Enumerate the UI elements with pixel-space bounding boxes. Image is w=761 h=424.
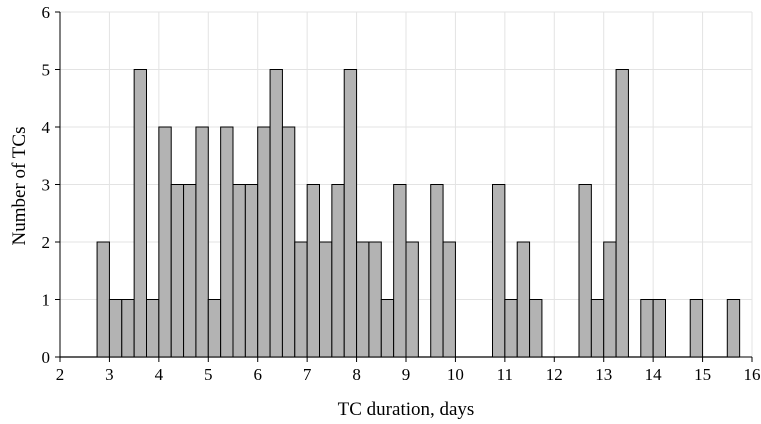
histogram-bar <box>578 184 592 358</box>
histogram-bars <box>96 69 741 358</box>
histogram-bar <box>516 241 531 358</box>
histogram-bar <box>689 299 704 358</box>
histogram-bar <box>257 126 271 358</box>
x-axis-title: TC duration, days <box>338 399 475 420</box>
histogram-bar <box>368 241 382 358</box>
histogram-bar <box>195 126 209 358</box>
y-tick-label: 5 <box>42 61 51 80</box>
x-tick-label: 9 <box>402 365 411 384</box>
x-tick-label: 3 <box>105 365 114 384</box>
x-tick-label: 13 <box>595 365 612 384</box>
x-tick-labels: 2 3 4 5 6 7 8 9 10 11 12 13 14 15 16 <box>56 365 761 384</box>
histogram-bar <box>504 299 518 358</box>
y-tick-label: 2 <box>42 233 51 252</box>
y-tick-label: 6 <box>42 3 51 22</box>
histogram-bar <box>146 299 160 358</box>
histogram-bar <box>603 241 617 358</box>
histogram-bar <box>430 184 444 358</box>
x-tick-label: 12 <box>546 365 563 384</box>
histogram-bar <box>294 241 308 358</box>
histogram-bar <box>158 126 172 358</box>
x-tick-label: 16 <box>744 365 761 384</box>
histogram-bar <box>640 299 654 358</box>
histogram-bar <box>319 241 333 358</box>
x-tick-label: 6 <box>253 365 262 384</box>
y-tick-label: 4 <box>42 118 51 137</box>
histogram-bar <box>220 126 234 358</box>
histogram-bar <box>405 241 419 358</box>
histogram-bar <box>356 241 370 358</box>
histogram-bar <box>442 241 456 358</box>
x-tick-label: 2 <box>56 365 65 384</box>
x-tick-label: 8 <box>352 365 361 384</box>
x-tick-label: 11 <box>497 365 513 384</box>
histogram-bar <box>343 69 358 358</box>
histogram-bar <box>96 241 110 358</box>
histogram-bar <box>121 299 135 358</box>
x-tick-label: 15 <box>694 365 711 384</box>
y-tick-label: 0 <box>42 348 51 367</box>
y-tick-labels: 0 1 2 3 4 5 6 <box>42 3 51 367</box>
histogram-bar <box>615 69 629 358</box>
histogram-bar <box>170 184 185 358</box>
axes <box>55 11 753 362</box>
x-tick-label: 14 <box>645 365 663 384</box>
histogram-bar <box>529 299 543 358</box>
histogram-bar <box>331 184 345 358</box>
x-tick-label: 10 <box>447 365 464 384</box>
histogram-bar <box>306 184 320 358</box>
histogram-bar <box>269 69 283 358</box>
histogram-bar <box>590 299 605 358</box>
histogram-bar <box>726 299 741 358</box>
y-axis-title: Number of TCs <box>9 127 30 246</box>
histogram-bar <box>133 69 147 358</box>
histogram-bar <box>393 184 407 358</box>
histogram-bar <box>281 126 296 358</box>
histogram-bar <box>244 184 259 358</box>
histogram-bar <box>492 184 506 358</box>
histogram-bar <box>232 184 246 358</box>
x-tick-label: 4 <box>155 365 164 384</box>
y-tick-label: 3 <box>42 176 51 195</box>
histogram-bar <box>380 299 395 358</box>
x-tick-label: 5 <box>204 365 213 384</box>
histogram-bar <box>652 299 667 358</box>
histogram-bar <box>183 184 197 358</box>
x-tick-label: 7 <box>303 365 312 384</box>
histogram-bar <box>207 299 222 358</box>
y-tick-label: 1 <box>42 291 51 310</box>
histogram-bar <box>108 299 123 358</box>
